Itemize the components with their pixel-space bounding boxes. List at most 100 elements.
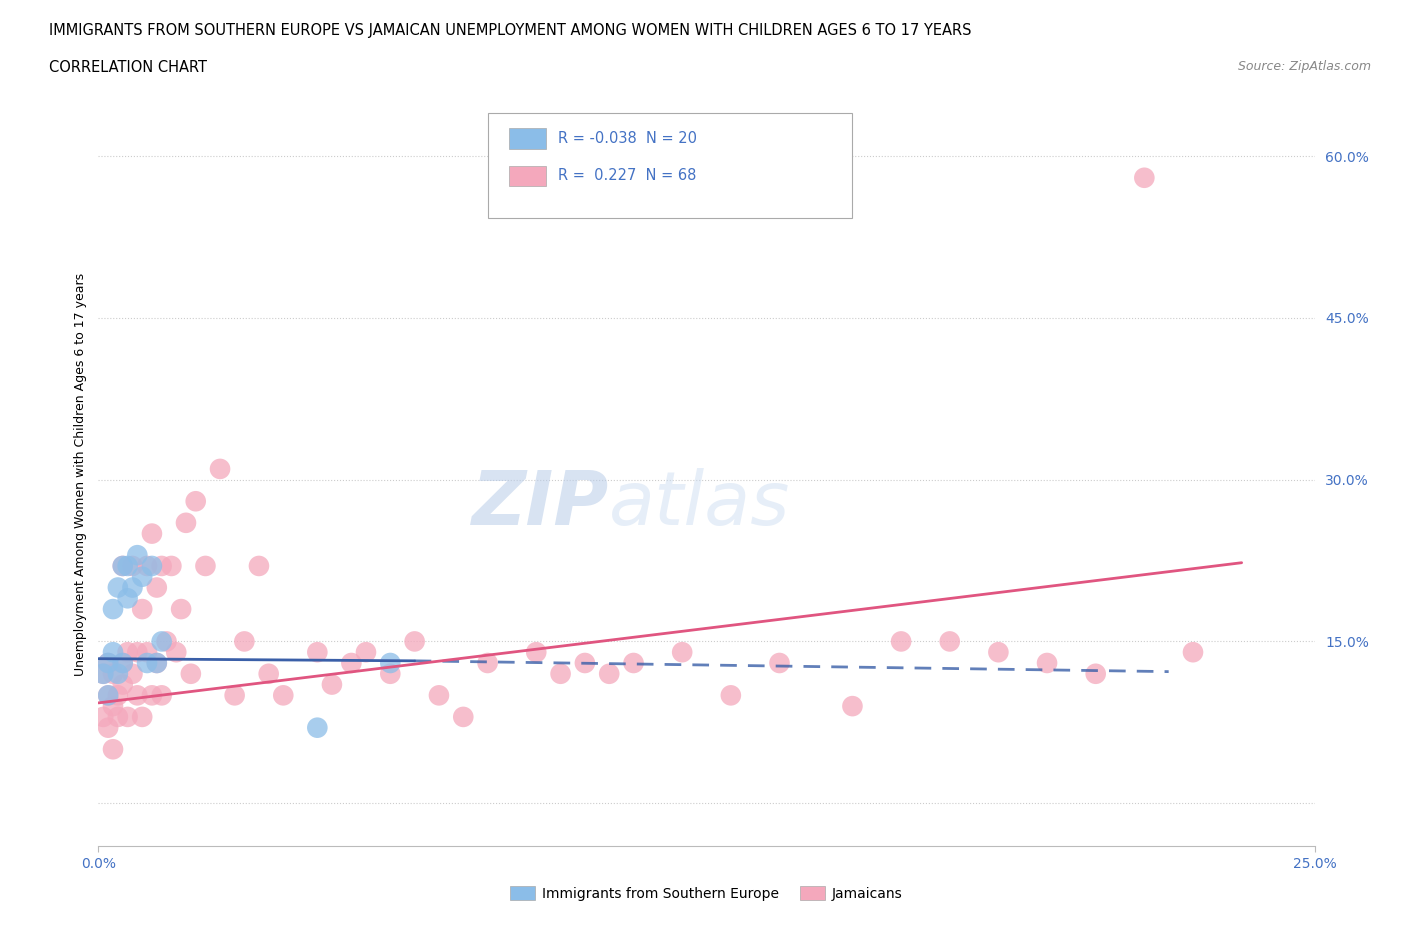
Point: [107, 580, 129, 595]
Point: [233, 634, 256, 649]
Point: [111, 656, 134, 671]
Legend: Immigrants from Southern Europe, Jamaicans: Immigrants from Southern Europe, Jamaica…: [505, 881, 908, 907]
Point: [101, 742, 124, 757]
Point: [97, 656, 120, 671]
Point: [768, 656, 790, 671]
Text: R =  0.227  N = 68: R = 0.227 N = 68: [558, 168, 696, 183]
Point: [939, 634, 962, 649]
Point: [623, 656, 645, 671]
Point: [1036, 656, 1059, 671]
Point: [141, 688, 163, 703]
FancyBboxPatch shape: [509, 128, 546, 149]
Point: [111, 559, 134, 574]
Point: [160, 559, 183, 574]
Point: [136, 656, 159, 671]
Point: [155, 634, 177, 649]
Point: [97, 688, 120, 703]
Text: R = -0.038  N = 20: R = -0.038 N = 20: [558, 131, 697, 146]
Point: [146, 656, 169, 671]
Point: [184, 494, 207, 509]
Point: [136, 559, 159, 574]
Point: [91, 666, 114, 681]
Point: [453, 710, 475, 724]
Point: [121, 580, 143, 595]
Point: [477, 656, 499, 671]
Point: [131, 602, 153, 617]
Point: [141, 559, 163, 574]
Point: [671, 644, 693, 659]
Point: [127, 644, 149, 659]
Point: [1133, 170, 1156, 185]
Point: [354, 644, 377, 659]
Point: [146, 580, 169, 595]
Text: atlas: atlas: [609, 468, 790, 540]
Point: [574, 656, 596, 671]
Point: [247, 559, 270, 574]
Point: [841, 698, 863, 713]
Point: [307, 720, 329, 735]
FancyBboxPatch shape: [488, 113, 852, 218]
Point: [150, 634, 173, 649]
Point: [165, 644, 187, 659]
Point: [117, 559, 139, 574]
Y-axis label: Unemployment Among Women with Children Ages 6 to 17 years: Unemployment Among Women with Children A…: [75, 272, 87, 676]
Point: [224, 688, 246, 703]
Point: [890, 634, 912, 649]
Point: [150, 688, 173, 703]
Point: [1084, 666, 1107, 681]
Point: [91, 710, 114, 724]
FancyBboxPatch shape: [509, 166, 546, 186]
Point: [170, 602, 193, 617]
Point: [427, 688, 450, 703]
Point: [194, 559, 217, 574]
Point: [136, 644, 159, 659]
Point: [987, 644, 1010, 659]
Point: [117, 591, 139, 605]
Point: [117, 710, 139, 724]
Point: [101, 666, 124, 681]
Point: [111, 559, 134, 574]
Point: [117, 644, 139, 659]
Point: [107, 666, 129, 681]
Point: [131, 710, 153, 724]
Point: [257, 666, 280, 681]
Point: [97, 688, 120, 703]
Point: [1182, 644, 1205, 659]
Point: [97, 720, 120, 735]
Point: [321, 677, 343, 692]
Point: [720, 688, 742, 703]
Point: [141, 526, 163, 541]
Point: [101, 644, 124, 659]
Point: [209, 461, 232, 476]
Point: [101, 698, 124, 713]
Point: [127, 688, 149, 703]
Point: [307, 644, 329, 659]
Point: [101, 602, 124, 617]
Point: [174, 515, 197, 530]
Point: [550, 666, 572, 681]
Point: [524, 644, 547, 659]
Point: [146, 656, 169, 671]
Point: [180, 666, 202, 681]
Point: [121, 666, 143, 681]
Point: [91, 666, 114, 681]
Point: [121, 559, 143, 574]
Point: [111, 656, 134, 671]
Point: [107, 710, 129, 724]
Point: [380, 656, 402, 671]
Point: [111, 677, 134, 692]
Point: [404, 634, 426, 649]
Point: [150, 559, 173, 574]
Point: [598, 666, 620, 681]
Point: [107, 688, 129, 703]
Text: Source: ZipAtlas.com: Source: ZipAtlas.com: [1237, 60, 1371, 73]
Text: IMMIGRANTS FROM SOUTHERN EUROPE VS JAMAICAN UNEMPLOYMENT AMONG WOMEN WITH CHILDR: IMMIGRANTS FROM SOUTHERN EUROPE VS JAMAI…: [49, 23, 972, 38]
Point: [271, 688, 294, 703]
Point: [97, 656, 120, 671]
Point: [380, 666, 402, 681]
Point: [131, 569, 153, 584]
Text: CORRELATION CHART: CORRELATION CHART: [49, 60, 207, 75]
Point: [127, 548, 149, 563]
Text: ZIP: ZIP: [472, 468, 609, 540]
Point: [340, 656, 363, 671]
